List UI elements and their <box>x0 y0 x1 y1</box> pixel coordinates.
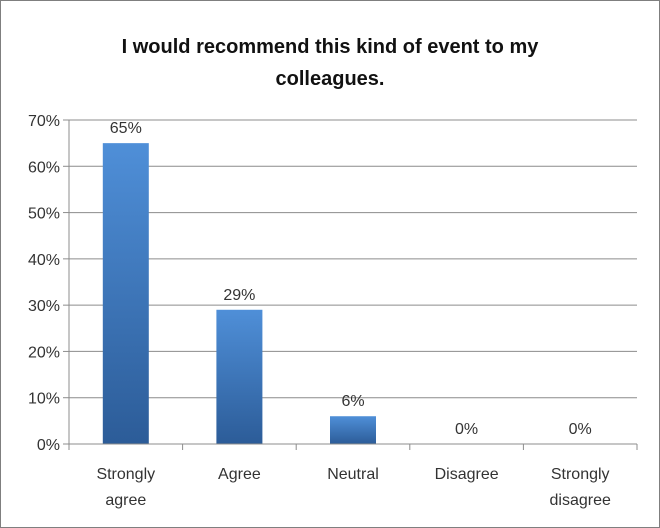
x-category-label: agree <box>105 492 146 509</box>
y-tick-label: 40% <box>28 252 60 269</box>
y-axis: 0% 10% 20% 30% 40% 50% 60% 70% <box>28 113 70 454</box>
bar <box>102 143 149 444</box>
bar <box>216 309 263 444</box>
x-category-label: Strongly <box>551 466 610 483</box>
y-tick-label: 30% <box>28 298 60 315</box>
data-label: 6% <box>341 393 364 410</box>
gridlines <box>69 119 637 399</box>
y-tick-label: 10% <box>28 391 60 408</box>
x-category-label: Neutral <box>327 466 379 483</box>
data-label: 65% <box>110 120 142 137</box>
x-axis: Strongly agree Agree Neutral Disagree Strongl… <box>68 443 638 509</box>
bars <box>102 143 376 444</box>
y-tick-label: 20% <box>28 344 60 361</box>
x-category-label: Agree <box>218 466 261 483</box>
chart-title-line-2: colleagues. <box>276 68 385 90</box>
y-tick-label: 70% <box>28 113 60 130</box>
x-category-label: Strongly <box>96 466 155 483</box>
y-tick-label: 60% <box>28 159 60 176</box>
chart-title: I would recommend this kind of event to … <box>122 36 540 90</box>
x-category-label: Disagree <box>435 466 499 483</box>
y-tick-label: 0% <box>37 437 60 454</box>
x-category-label: disagree <box>550 492 611 509</box>
data-labels: 65% 29% 6% 0% 0% <box>110 120 592 438</box>
y-tick-label: 50% <box>28 206 60 223</box>
bar <box>330 416 376 444</box>
data-label: 0% <box>569 421 592 438</box>
data-label: 29% <box>223 287 255 304</box>
data-label: 0% <box>455 421 478 438</box>
chart-title-line-1: I would recommend this kind of event to … <box>122 36 540 58</box>
